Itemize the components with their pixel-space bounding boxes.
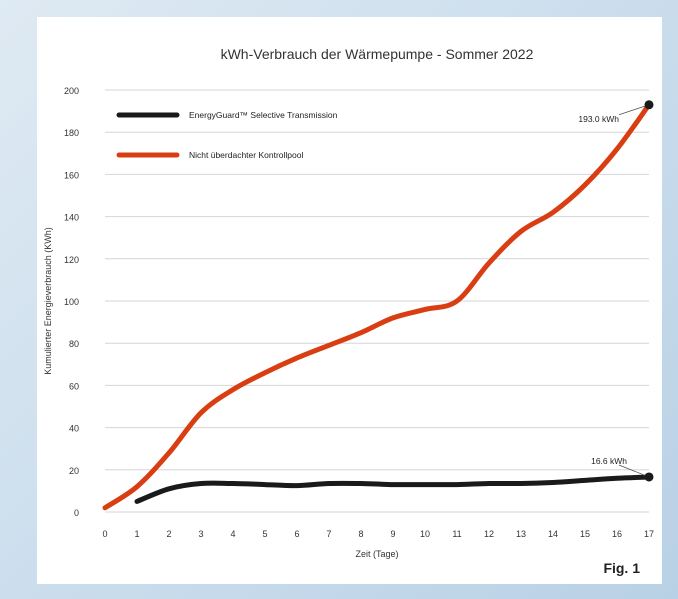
x-tick-label: 10: [420, 529, 430, 539]
x-tick-label: 2: [166, 529, 171, 539]
x-tick-label: 3: [198, 529, 203, 539]
y-tick-label: 120: [64, 255, 79, 265]
x-tick-label: 6: [294, 529, 299, 539]
series-line-2: [102, 102, 652, 511]
end-point-marker: [644, 100, 654, 110]
x-tick-label: 12: [484, 529, 494, 539]
y-tick-label: 20: [69, 466, 79, 476]
y-tick-label: 0: [74, 508, 79, 518]
y-axis-label: Kumulierter Energieverbrauch (KWh): [43, 227, 53, 375]
x-tick-label: 7: [326, 529, 331, 539]
x-tick-label: 17: [644, 529, 654, 539]
series-line-1: [134, 474, 652, 504]
annotation-leader: [618, 104, 650, 116]
y-tick-label: 160: [64, 170, 79, 180]
x-tick-label: 9: [390, 529, 395, 539]
line-chart: kWh-Verbrauch der Wärmepumpe - Sommer 20…: [43, 46, 654, 559]
y-tick-label: 80: [69, 339, 79, 349]
y-tick-label: 180: [64, 128, 79, 138]
y-tick-label: 100: [64, 297, 79, 307]
y-tick-label: 140: [64, 213, 79, 223]
chart-card: kWh-Verbrauch der Wärmepumpe - Sommer 20…: [37, 17, 662, 584]
end-point-marker: [644, 472, 654, 482]
figure-label: Fig. 1: [603, 560, 640, 576]
x-tick-label: 15: [580, 529, 590, 539]
legend-label-1: EnergyGuard™ Selective Transmission: [189, 110, 338, 120]
y-tick-label: 60: [69, 381, 79, 391]
x-tick-label: 13: [516, 529, 526, 539]
x-tick-label: 5: [262, 529, 267, 539]
y-tick-label: 40: [69, 424, 79, 434]
annotation-label: 16.6 kWh: [591, 456, 627, 466]
x-tick-label: 16: [612, 529, 622, 539]
x-axis-label: Zeit (Tage): [355, 549, 398, 559]
x-tick-label: 14: [548, 529, 558, 539]
y-tick-label: 200: [64, 86, 79, 96]
chart-title: kWh-Verbrauch der Wärmepumpe - Sommer 20…: [221, 46, 534, 62]
annotation-label: 193.0 kWh: [578, 114, 619, 124]
legend-label-2: Nicht überdachter Kontrollpool: [189, 150, 303, 160]
x-tick-label: 1: [134, 529, 139, 539]
x-tick-label: 0: [102, 529, 107, 539]
x-tick-label: 4: [230, 529, 235, 539]
x-tick-label: 8: [358, 529, 363, 539]
annotation-leader: [618, 464, 650, 478]
x-tick-label: 11: [452, 529, 461, 539]
